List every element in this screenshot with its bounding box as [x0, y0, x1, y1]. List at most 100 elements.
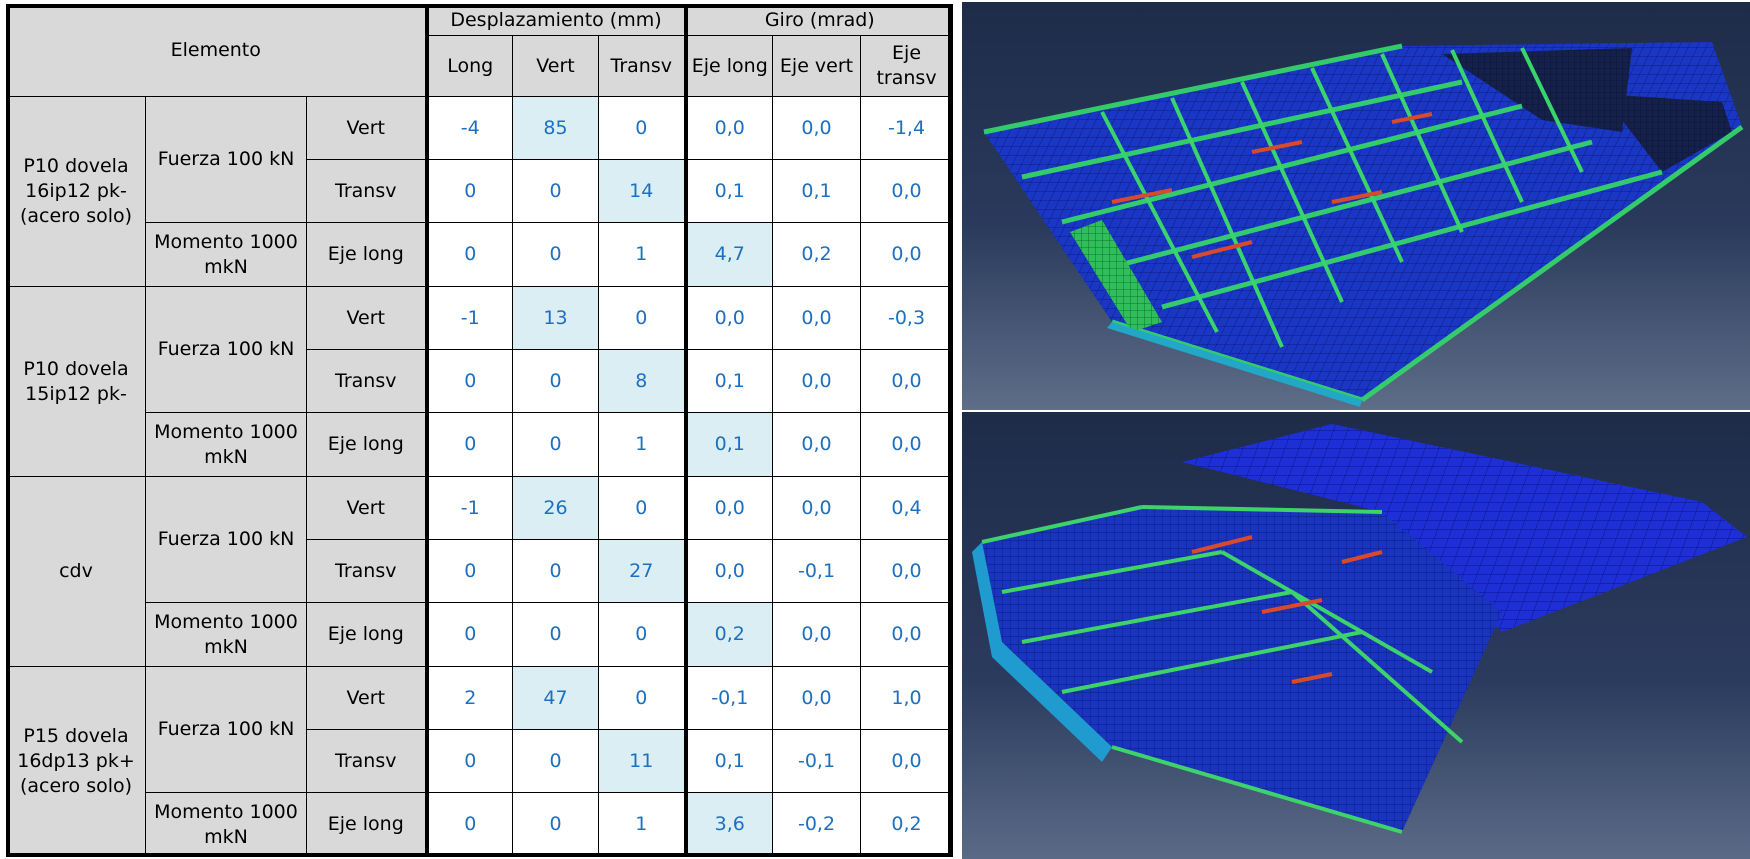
value-cell: 0 [512, 602, 599, 667]
load-type-force: Fuerza 100 kN [145, 666, 307, 793]
value-cell: 0,0 [860, 602, 954, 667]
table-row: Momento 1000 mkN Eje long 0 0 0 0,2 0,0 0,0 [7, 602, 954, 667]
value-cell: 0,0 [772, 349, 862, 413]
value-cell: 0 [597, 476, 688, 540]
value-cell: 0 [426, 792, 513, 857]
table-row: cdv Fuerza 100 kN Vert -1 26 0 0,0 0,0 0,4 [6, 476, 954, 667]
value-cell: 0 [426, 602, 513, 667]
value-cell: 0,0 [860, 349, 954, 413]
element-name: cdv [6, 476, 146, 667]
value-cell: 0,0 [685, 286, 774, 350]
value-cell: 0,0 [772, 602, 862, 667]
value-cell: 13 [512, 286, 599, 350]
header-col-transv: Transv [597, 35, 688, 97]
table-row: Transv 0 0 14 0,1 0,1 0,0 [7, 159, 954, 223]
value-cell: 0,0 [860, 159, 954, 223]
element-name: P15 dovela 16dp13 pk+ (acero solo) [6, 666, 146, 857]
value-cell: 0,0 [772, 96, 862, 160]
value-cell: 0 [597, 602, 688, 667]
deck-segment-mesh [982, 507, 1502, 832]
value-cell: -4 [426, 96, 513, 160]
results-table: Elemento Desplazamiento (mm) Giro (mrad)… [6, 4, 954, 857]
value-cell: 0 [597, 96, 688, 160]
element-name: P10 dovela 15ip12 pk- [6, 286, 146, 477]
value-cell: 1 [597, 222, 688, 287]
value-cell: 0 [426, 159, 513, 223]
load-direction: Transv [306, 159, 429, 223]
load-direction: Vert [306, 96, 429, 160]
value-cell: 1 [597, 412, 688, 477]
load-direction: Eje long [306, 222, 429, 287]
results-table-region: Elemento Desplazamiento (mm) Giro (mrad)… [6, 4, 954, 857]
value-cell: 0 [426, 222, 513, 287]
header-col-eje-transv: Eje transv [860, 35, 954, 97]
header-col-eje-long: Eje long [685, 35, 774, 97]
table-row: Momento 1000 mkN Eje long 0 0 1 3,6 -0,2 0,2 [7, 792, 954, 857]
value-cell: 47 [512, 666, 599, 730]
load-type-moment: Momento 1000 mkN [145, 222, 307, 287]
table-row: Transv 0 0 27 0,0 -0,1 0,0 [7, 539, 954, 603]
value-cell: 3,6 [685, 792, 774, 857]
value-cell: -0,1 [685, 666, 774, 730]
element-name: P10 dovela 16ip12 pk- (acero solo) [6, 96, 146, 287]
value-cell: 0 [512, 222, 599, 287]
value-cell: 0,1 [685, 159, 774, 223]
slab-plate-mesh [1182, 424, 1747, 632]
value-cell: 0 [426, 539, 513, 603]
value-cell: 0,1 [685, 349, 774, 413]
value-cell: 0,0 [772, 412, 862, 477]
value-cell: 0,2 [685, 602, 774, 667]
value-cell: 0 [512, 729, 599, 793]
value-cell: 0 [426, 729, 513, 793]
table-row: Transv 0 0 8 0,1 0,0 0,0 [7, 349, 954, 413]
load-direction: Transv [306, 349, 429, 413]
bottom-stress-hotspots [1191, 535, 1383, 684]
value-cell: 0,1 [685, 729, 774, 793]
value-cell: 4,7 [685, 222, 774, 287]
load-type-force: Fuerza 100 kN [145, 286, 307, 413]
value-cell: 0,0 [860, 412, 954, 477]
value-cell: 0 [512, 539, 599, 603]
value-cell: 0 [512, 412, 599, 477]
bottom-flange-edge [1107, 322, 1362, 407]
value-cell: 0,0 [685, 476, 774, 540]
top-slab-dark-2 [1602, 94, 1732, 172]
load-direction: Transv [306, 729, 429, 793]
value-cell: 0 [512, 349, 599, 413]
value-cell: -0,1 [772, 539, 862, 603]
segment-ribs [981, 505, 1464, 834]
value-cell: 0,2 [772, 222, 862, 287]
value-cell: 2 [426, 666, 513, 730]
load-type-moment: Momento 1000 mkN [145, 792, 307, 857]
value-cell: 0,4 [860, 476, 954, 540]
value-cell: 0,1 [772, 159, 862, 223]
fe-model-top-svg [983, 42, 1744, 407]
value-cell: 1,0 [860, 666, 954, 730]
fe-model-bottom-svg [972, 424, 1747, 834]
value-cell: 0,0 [860, 729, 954, 793]
transverse-diaphragms [1100, 47, 1584, 348]
load-type-force: Fuerza 100 kN [145, 476, 307, 603]
value-cell: 0,2 [860, 792, 954, 857]
header-col-long: Long [426, 35, 513, 97]
value-cell: 0 [597, 286, 688, 350]
load-type-moment: Momento 1000 mkN [145, 602, 307, 667]
value-cell: 0,1 [685, 412, 774, 477]
fe-model-bottom-image [962, 412, 1750, 859]
table-row: Momento 1000 mkN Eje long 0 0 1 4,7 0,2 0,0 [7, 222, 954, 287]
load-type-moment: Momento 1000 mkN [145, 412, 307, 477]
value-cell: -0,1 [772, 729, 862, 793]
header-row-1: Elemento Desplazamiento (mm) Giro (mrad) [6, 4, 954, 97]
value-cell: 0 [597, 666, 688, 730]
header-row-2: Long Vert Transv Eje long Eje vert Eje t… [7, 35, 954, 97]
fe-model-top-image [962, 2, 1750, 410]
header-rotation: Giro (mrad) [685, 4, 954, 36]
value-cell: -0,3 [860, 286, 954, 350]
header-col-vert: Vert [512, 35, 599, 97]
value-cell: 14 [597, 159, 688, 223]
table-row: P10 dovela 16ip12 pk- (acero solo) Fuerza… [6, 96, 954, 287]
value-cell: 0,0 [685, 539, 774, 603]
load-direction: Eje long [306, 792, 429, 857]
value-cell: -1,4 [860, 96, 954, 160]
load-direction: Vert [306, 666, 429, 730]
